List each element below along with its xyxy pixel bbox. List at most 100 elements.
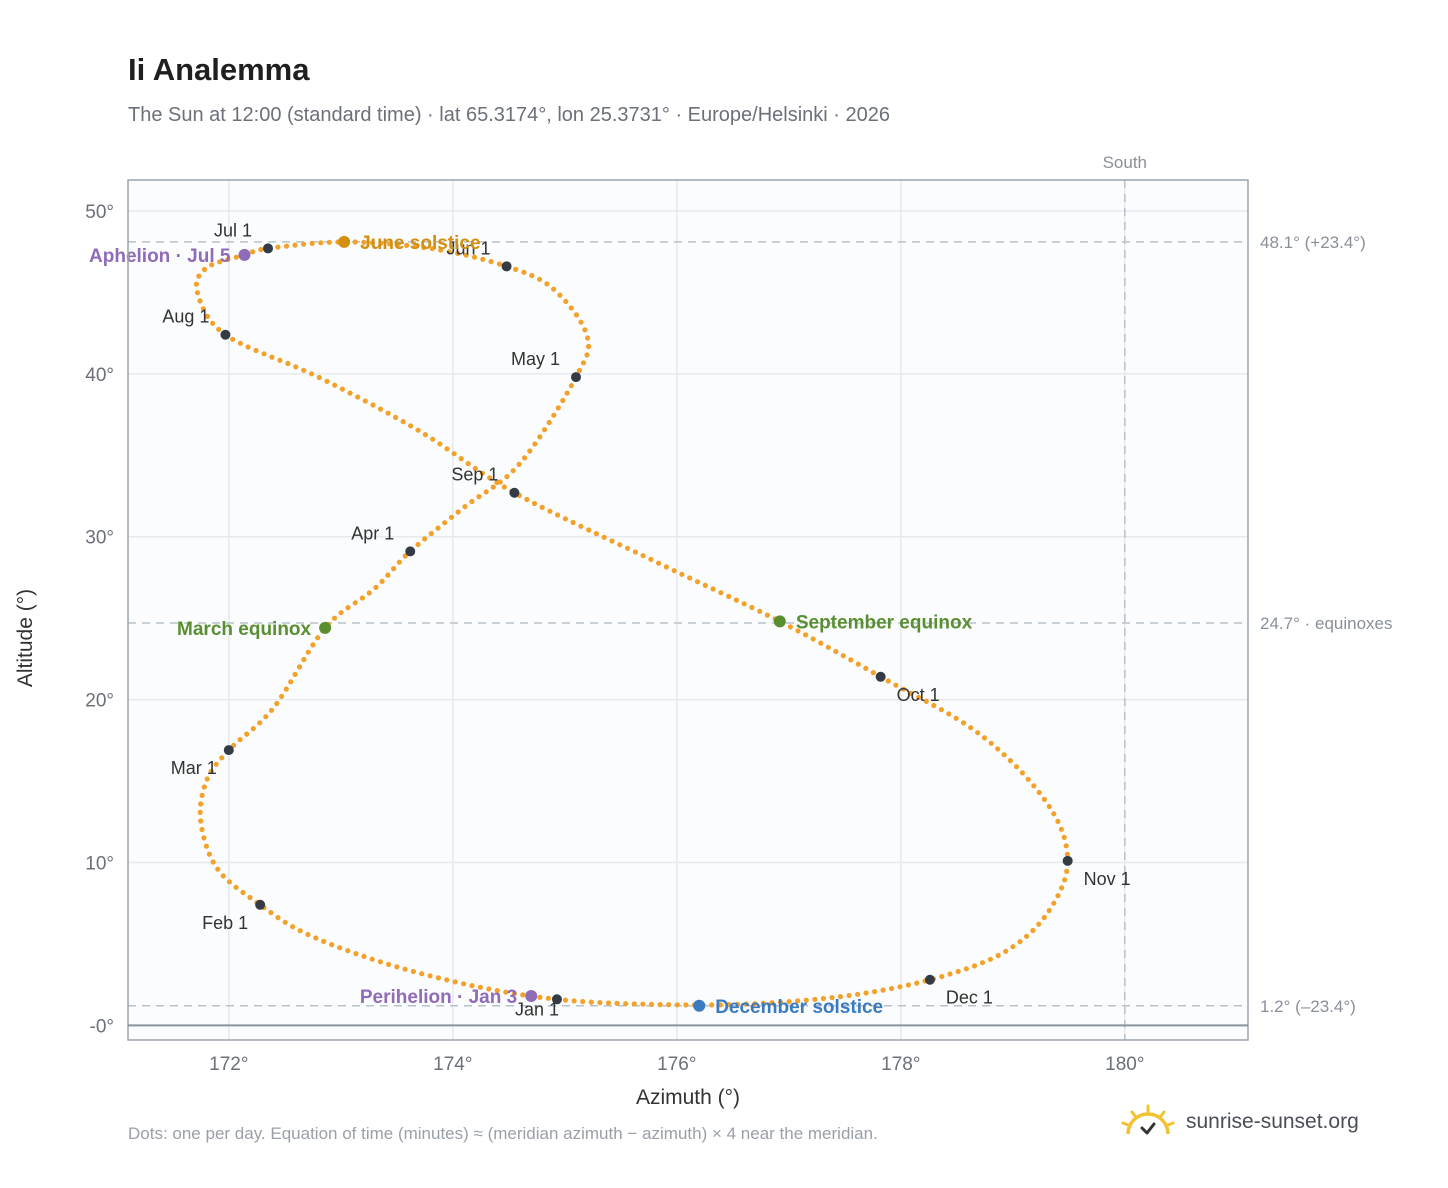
- event-marker: [773, 615, 786, 628]
- day-dot: [257, 720, 263, 726]
- day-dot: [580, 998, 586, 1005]
- day-dot: [666, 1002, 672, 1008]
- day-dot: [837, 994, 844, 1000]
- day-dot: [427, 973, 433, 979]
- day-dot: [1017, 939, 1023, 945]
- day-dot: [1064, 851, 1070, 857]
- day-dot: [544, 281, 550, 287]
- day-dot: [455, 250, 461, 256]
- day-dot: [777, 999, 784, 1005]
- day-dot: [889, 985, 895, 992]
- day-dot: [580, 360, 587, 366]
- day-dot: [421, 244, 427, 251]
- day-dot: [253, 347, 259, 354]
- day-dot: [250, 726, 256, 732]
- day-dot: [385, 572, 391, 578]
- day-dot: [551, 412, 557, 418]
- month-marker-label: Jun 1: [447, 238, 491, 258]
- day-dot: [1055, 893, 1061, 899]
- day-dot: [437, 441, 443, 447]
- day-dot: [203, 843, 209, 849]
- day-dot: [735, 1001, 741, 1008]
- month-marker-label: Jan 1: [515, 999, 559, 1019]
- day-dot: [412, 243, 418, 249]
- month-marker: [501, 261, 512, 272]
- day-dot: [268, 707, 275, 713]
- event-label: Aphelion · Jul 5: [89, 246, 231, 267]
- day-dot: [400, 419, 406, 425]
- event-label: June solstice: [360, 233, 480, 254]
- day-dot: [458, 456, 464, 462]
- brand[interactable]: sunrise-sunset.org: [1120, 1104, 1359, 1140]
- day-dot: [529, 272, 535, 279]
- day-dot: [199, 792, 205, 799]
- day-dot: [446, 249, 452, 255]
- day-dot: [313, 935, 319, 941]
- day-dot: [931, 702, 937, 709]
- day-dot: [1041, 796, 1047, 803]
- day-dot: [555, 512, 561, 518]
- day-dot: [757, 608, 763, 614]
- day-dot: [337, 945, 343, 951]
- day-dot: [353, 951, 359, 957]
- day-dot: [511, 991, 517, 997]
- day-dot: [562, 997, 569, 1003]
- day-dot: [501, 484, 507, 490]
- day-dot: [244, 731, 250, 737]
- day-dot: [522, 455, 528, 461]
- day-dot: [378, 240, 384, 246]
- day-dot: [829, 995, 835, 1001]
- day-dot: [237, 737, 243, 743]
- day-dot: [803, 997, 809, 1003]
- day-dot: [663, 564, 670, 570]
- day-dot: [486, 986, 492, 992]
- day-dot: [386, 961, 392, 968]
- day-dot: [329, 942, 335, 948]
- day-dot: [914, 980, 920, 986]
- day-dot: [204, 313, 211, 319]
- day-dot: [279, 693, 285, 700]
- day-dot: [438, 247, 444, 253]
- day-dot: [452, 979, 458, 985]
- day-dot: [975, 730, 981, 736]
- plot-frame: [127, 179, 1249, 1041]
- day-dot: [461, 981, 467, 987]
- day-dot: [562, 516, 569, 522]
- y-tick-label: 10°: [85, 853, 114, 874]
- day-dot: [316, 374, 322, 381]
- day-dot: [199, 826, 205, 833]
- month-marker-label: Apr 1: [351, 523, 394, 543]
- day-dot: [352, 239, 358, 245]
- day-dot: [1010, 944, 1016, 950]
- day-dot: [305, 649, 311, 655]
- axes: 172° 174° 176° 178° 180° -0° 10° 20° 30° 40° 50°: [85, 179, 1249, 1075]
- day-dot: [480, 256, 486, 262]
- day-dot: [1013, 764, 1020, 770]
- day-dot: [743, 1001, 749, 1007]
- event-label: March equinox: [177, 619, 312, 640]
- day-dot: [1003, 948, 1009, 954]
- day-dot: [573, 312, 580, 318]
- event-marker: [693, 999, 706, 1012]
- day-dot: [309, 371, 315, 377]
- month-marker-label: May 1: [511, 349, 560, 369]
- day-dot: [968, 725, 974, 731]
- day-dot: [215, 866, 221, 872]
- day-dot: [848, 657, 854, 663]
- x-tick-label: 180°: [1105, 1054, 1144, 1075]
- y-tick-label: 30°: [85, 528, 114, 549]
- day-dot: [617, 542, 623, 548]
- day-dot: [683, 1002, 689, 1008]
- day-dot: [444, 977, 450, 983]
- day-dot: [825, 644, 831, 650]
- day-dot: [733, 597, 740, 603]
- day-dot: [855, 661, 861, 667]
- day-dot: [462, 504, 468, 510]
- day-dot: [250, 249, 256, 255]
- day-dot: [524, 496, 530, 503]
- day-dot: [297, 928, 303, 934]
- day-dot: [710, 586, 716, 592]
- day-dot: [1025, 776, 1031, 782]
- day-dot: [513, 266, 519, 272]
- day-dot: [1041, 914, 1047, 921]
